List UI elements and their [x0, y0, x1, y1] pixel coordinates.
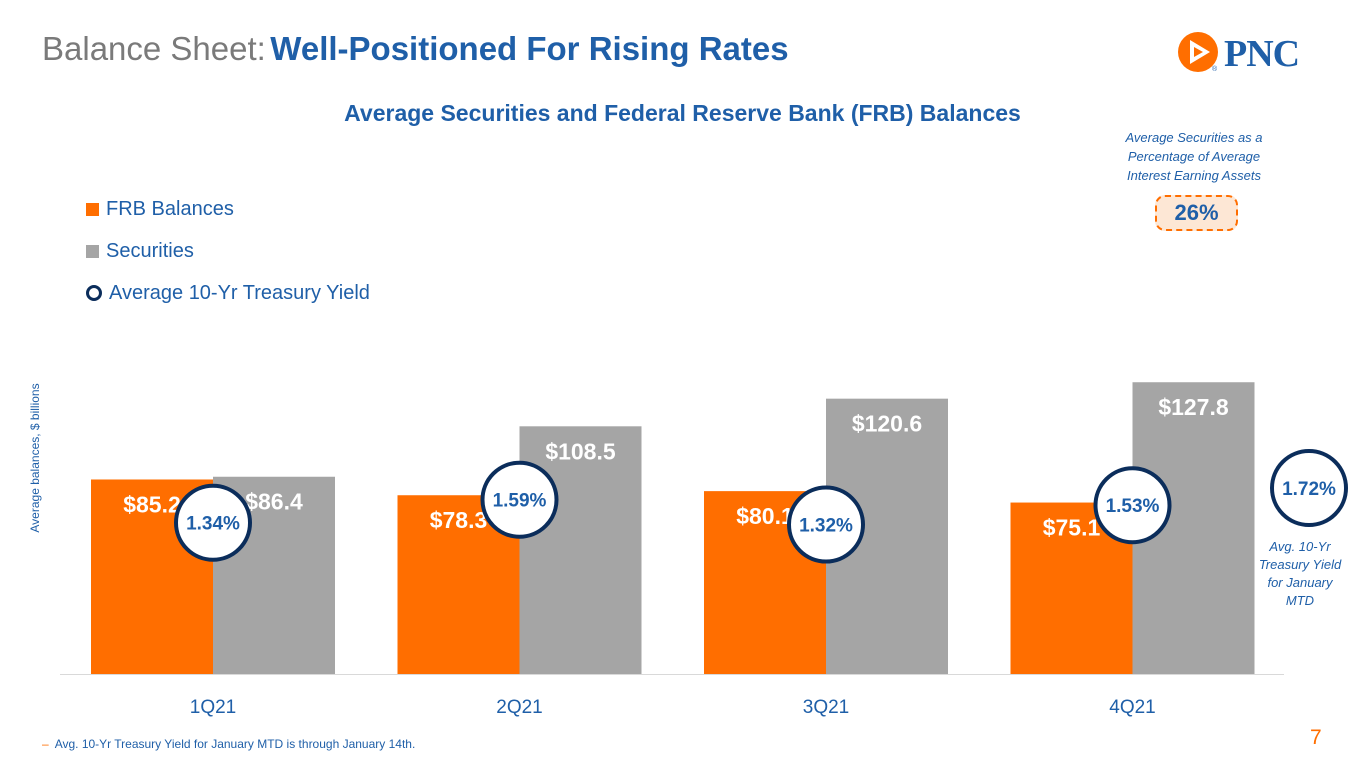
title-lead: Balance Sheet:	[42, 30, 266, 67]
slide-title: Balance Sheet: Well-Positioned For Risin…	[42, 30, 789, 68]
footnote: – Avg. 10-Yr Treasury Yield for January M…	[42, 737, 415, 751]
bar-label-frb-balances-2q21: $78.3	[430, 507, 488, 533]
legend-label-securities: Securities	[106, 239, 194, 262]
legend-label-frb: FRB Balances	[106, 197, 234, 220]
x-tick-label-3q21: 3Q21	[803, 697, 849, 718]
bar-label-frb-balances-1q21: $85.2	[123, 491, 181, 517]
yield-marker-1q21	[174, 483, 252, 562]
pnc-triangle-icon	[1178, 32, 1218, 72]
legend-item-securities: Securities	[86, 230, 370, 272]
title-main: Well-Positioned For Rising Rates	[270, 30, 789, 67]
legend-item-frb: FRB Balances	[86, 188, 370, 230]
logo-text: PNC	[1224, 33, 1300, 75]
x-tick-label-4q21: 4Q21	[1109, 697, 1155, 718]
bar-label-frb-balances-3q21: $80.1	[736, 503, 794, 529]
bar-label-frb-balances-4q21: $75.1	[1043, 515, 1101, 541]
bar-label-securities-1q21: $86.4	[245, 489, 303, 515]
chart-title: Average Securities and Federal Reserve B…	[344, 100, 1021, 126]
legend-item-yield: Average 10-Yr Treasury Yield	[86, 272, 370, 314]
bar-label-securities-2q21: $108.5	[545, 438, 616, 464]
legend-swatch-frb	[86, 202, 99, 216]
yield-label-3q21: 1.32%	[799, 516, 853, 537]
yield-label-january-mtd: 1.72%	[1282, 479, 1336, 500]
pnc-logo: ® PNC	[1176, 30, 1336, 78]
january-yield-note: Avg. 10-Yr Treasury Yield for January MT…	[1258, 539, 1342, 608]
yield-marker-2q21	[480, 460, 559, 539]
footnote-dash: –	[42, 737, 49, 751]
legend-swatch-securities	[86, 244, 99, 258]
footnote-text: Avg. 10-Yr Treasury Yield for January MT…	[54, 737, 416, 751]
bar-label-securities-4q21: $127.8	[1158, 394, 1229, 420]
yield-marker-january-mtd	[1270, 449, 1348, 527]
securities-pct-note: Average Securities as a Percentage of Av…	[1125, 130, 1263, 183]
yield-label-1q21: 1.34%	[186, 514, 240, 535]
x-tick-label-1q21: 1Q21	[190, 697, 236, 718]
securities-pct-badge: 26%	[1155, 195, 1238, 231]
bar-label-securities-3q21: $120.6	[852, 411, 922, 437]
legend-ring-icon	[86, 285, 102, 301]
x-tick-label-2q21: 2Q21	[496, 697, 542, 718]
logo-registered-mark: ®	[1212, 66, 1218, 73]
yield-label-4q21: 1.53%	[1106, 496, 1160, 517]
page-number: 7	[1310, 726, 1322, 749]
chart-legend: FRB Balances Securities Average 10-Yr Tr…	[86, 188, 370, 314]
yield-marker-3q21	[787, 485, 865, 564]
legend-label-yield: Average 10-Yr Treasury Yield	[109, 281, 370, 304]
yield-label-2q21: 1.59%	[493, 491, 547, 512]
yield-marker-4q21	[1093, 466, 1172, 545]
